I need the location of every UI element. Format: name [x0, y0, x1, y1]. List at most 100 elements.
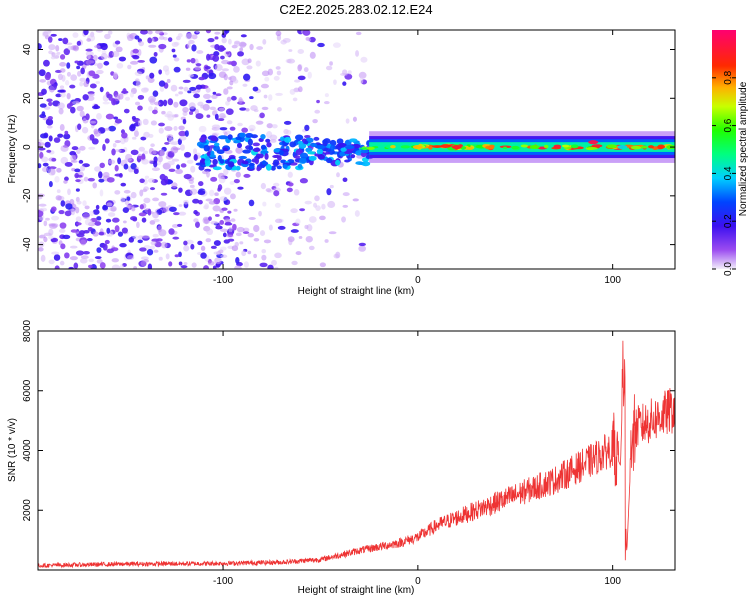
heat-cell-502: [43, 220, 48, 227]
heat-cell-539: [190, 165, 196, 173]
heat-cell-895: [143, 150, 149, 155]
heat-cell-1039: [225, 51, 230, 55]
heat-cell-943: [92, 231, 99, 237]
heat-cell-795: [171, 158, 180, 162]
heat-cell-647: [333, 253, 340, 259]
heat-cell-26: [178, 125, 185, 131]
heat-cell-1288: [297, 140, 304, 145]
heat-cell-706: [267, 264, 274, 269]
heat-cell-855: [286, 187, 293, 193]
heat-cell-846: [263, 94, 268, 99]
heat-cell-125: [158, 69, 162, 75]
heat-cell-27: [327, 200, 336, 208]
heat-cell-120: [352, 116, 357, 122]
heat-cell-517: [171, 41, 179, 47]
heat-cell-848: [184, 130, 189, 137]
heat-cell-478: [206, 114, 211, 118]
heat-cell-1073: [150, 240, 157, 246]
heat-cell-1034: [230, 95, 237, 101]
heat-cell-883: [153, 51, 158, 57]
heat-cell-999: [188, 111, 194, 115]
heat-cell-548: [173, 66, 181, 73]
heat-cell-343: [119, 264, 124, 269]
heat-cell-1430: [586, 147, 598, 150]
heat-cell-437: [86, 237, 93, 242]
heat-cell-1107: [134, 35, 140, 40]
heat-cell-837: [235, 232, 242, 237]
heat-cell-853: [129, 124, 136, 132]
heat-cell-7: [178, 261, 183, 266]
heat-cell-1454: [400, 145, 411, 149]
heat-cell-917: [308, 216, 317, 223]
heat-peak-0: [218, 135, 229, 140]
heat-cell-700: [147, 178, 155, 183]
heat-peak-2: [344, 145, 355, 150]
heat-cell-496: [194, 65, 202, 71]
heat-cell-70: [70, 106, 76, 114]
heat-cell-615: [195, 63, 202, 67]
snr-ytick-label-3: 8000: [22, 319, 33, 342]
heat-cell-164: [75, 216, 82, 222]
heat-cell-264: [95, 204, 100, 210]
heat-cell-982: [271, 124, 278, 129]
heat-cell-957: [124, 157, 132, 162]
heat-cell-825: [113, 116, 119, 120]
heat-cell-1329: [235, 136, 242, 140]
heat-cell-1251: [200, 155, 206, 159]
heat-cell-1444: [390, 144, 396, 149]
heat-cell-766: [137, 59, 146, 63]
heat-cell-972: [292, 97, 298, 102]
heat-cell-712: [99, 86, 104, 93]
heat-cell-783: [258, 210, 262, 217]
heat-cell-1060: [76, 200, 82, 205]
heat-cell-350: [219, 112, 226, 119]
heat-cell-889: [290, 208, 298, 214]
heat-cell-699: [48, 180, 53, 188]
heat-cell-481: [68, 266, 74, 269]
heat-cell-1086: [214, 109, 218, 115]
heat-cell-1053: [40, 133, 48, 139]
heat-cell-102: [277, 225, 286, 230]
heat-cell-781: [219, 196, 228, 202]
heat-cell-1013: [191, 262, 197, 268]
heat-cell-625: [152, 109, 158, 115]
heat-cell-148: [76, 105, 84, 112]
heat-cell-523: [157, 155, 163, 163]
heat-cell-676: [92, 182, 97, 189]
heat-cell-908: [203, 218, 209, 224]
heat-cell-774: [137, 94, 145, 100]
heat-cell-1206: [212, 166, 222, 171]
heat-cell-765: [228, 226, 233, 233]
heat-cell-1257: [329, 139, 337, 147]
heat-peak-4: [451, 145, 462, 150]
heat-cell-163: [180, 163, 187, 168]
heat-cell-956: [248, 124, 256, 131]
heat-cell-538: [174, 93, 179, 97]
heat-cell-1247: [297, 163, 303, 169]
heat-cell-431: [60, 145, 69, 152]
heat-cell-1353: [254, 157, 260, 165]
heat-cell-1363: [228, 161, 235, 168]
heat-cell-382: [290, 229, 299, 233]
heat-cell-1020: [218, 176, 226, 184]
heat-cell-959: [299, 208, 306, 212]
heat-cell-560: [160, 178, 168, 186]
heat-cell-174: [172, 54, 177, 58]
heat-cell-257: [152, 90, 159, 97]
heat-cell-1365: [256, 166, 261, 172]
heat-cell-553: [79, 110, 85, 118]
heat-cell-356: [182, 118, 187, 125]
heat-cell-622: [297, 64, 302, 72]
heat-cell-1455: [466, 146, 474, 150]
heat-cell-796: [341, 216, 346, 223]
heat-cell-223: [275, 66, 281, 70]
heat-cell-1354: [248, 145, 254, 151]
heat-cell-1315: [283, 136, 292, 143]
heat-cell-692: [151, 167, 160, 172]
heat-cell-372: [149, 72, 155, 79]
snr-ytick-label-2: 6000: [22, 379, 33, 402]
heat-cell-394: [76, 40, 82, 46]
heat-cell-755: [147, 263, 153, 269]
heat-cell-389: [214, 257, 222, 265]
heat-cell-66: [173, 57, 180, 62]
